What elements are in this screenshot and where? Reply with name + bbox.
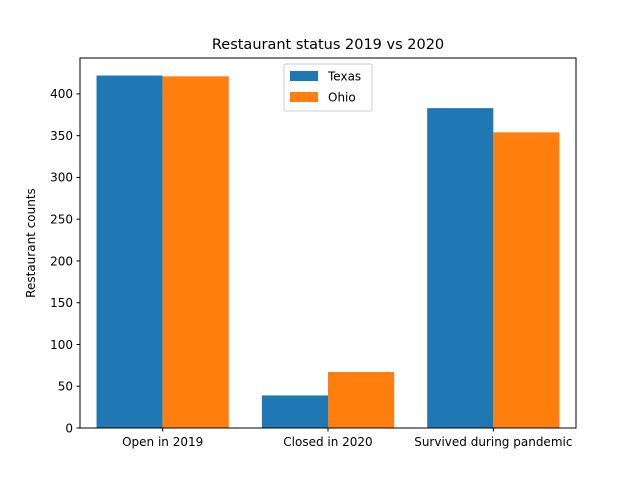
y-axis: 0 50 100 150 200 250 300 350 400 <box>50 87 80 435</box>
y-tick-label: 200 <box>50 254 73 268</box>
legend-swatch-texas <box>290 71 318 81</box>
bars-group <box>96 75 560 429</box>
bar-texas-3 <box>427 108 494 429</box>
plot-frame <box>79 57 577 429</box>
bar-ohio-1 <box>162 76 229 428</box>
legend-swatch-ohio <box>290 92 318 102</box>
y-axis-label: Restaurant counts <box>24 188 38 298</box>
x-tick-label: Closed in 2020 <box>283 435 372 449</box>
y-tick-label: 300 <box>50 171 73 185</box>
chart-title: Restaurant status 2019 vs 2020 <box>212 37 444 53</box>
y-tick-label: 250 <box>50 212 73 226</box>
y-tick-label: 400 <box>50 87 73 101</box>
x-tick-label: Survived during pandemic <box>414 435 572 449</box>
legend: Texas Ohio <box>283 63 373 112</box>
legend-label-texas: Texas <box>327 70 361 84</box>
x-axis: Open in 2019 Closed in 2020 Survived durin… <box>122 428 572 449</box>
y-tick-label: 100 <box>50 338 73 352</box>
y-tick-label: 0 <box>65 421 73 435</box>
y-tick-label: 350 <box>50 129 73 143</box>
bar-texas-1 <box>96 75 163 429</box>
x-tick-label: Open in 2019 <box>122 435 203 449</box>
y-tick-label: 50 <box>58 380 73 394</box>
bar-texas-2 <box>261 395 328 428</box>
legend-label-ohio: Ohio <box>328 91 356 105</box>
y-tick-label: 150 <box>50 296 73 310</box>
bar-ohio-2 <box>328 372 395 428</box>
bar-ohio-3 <box>493 132 560 428</box>
